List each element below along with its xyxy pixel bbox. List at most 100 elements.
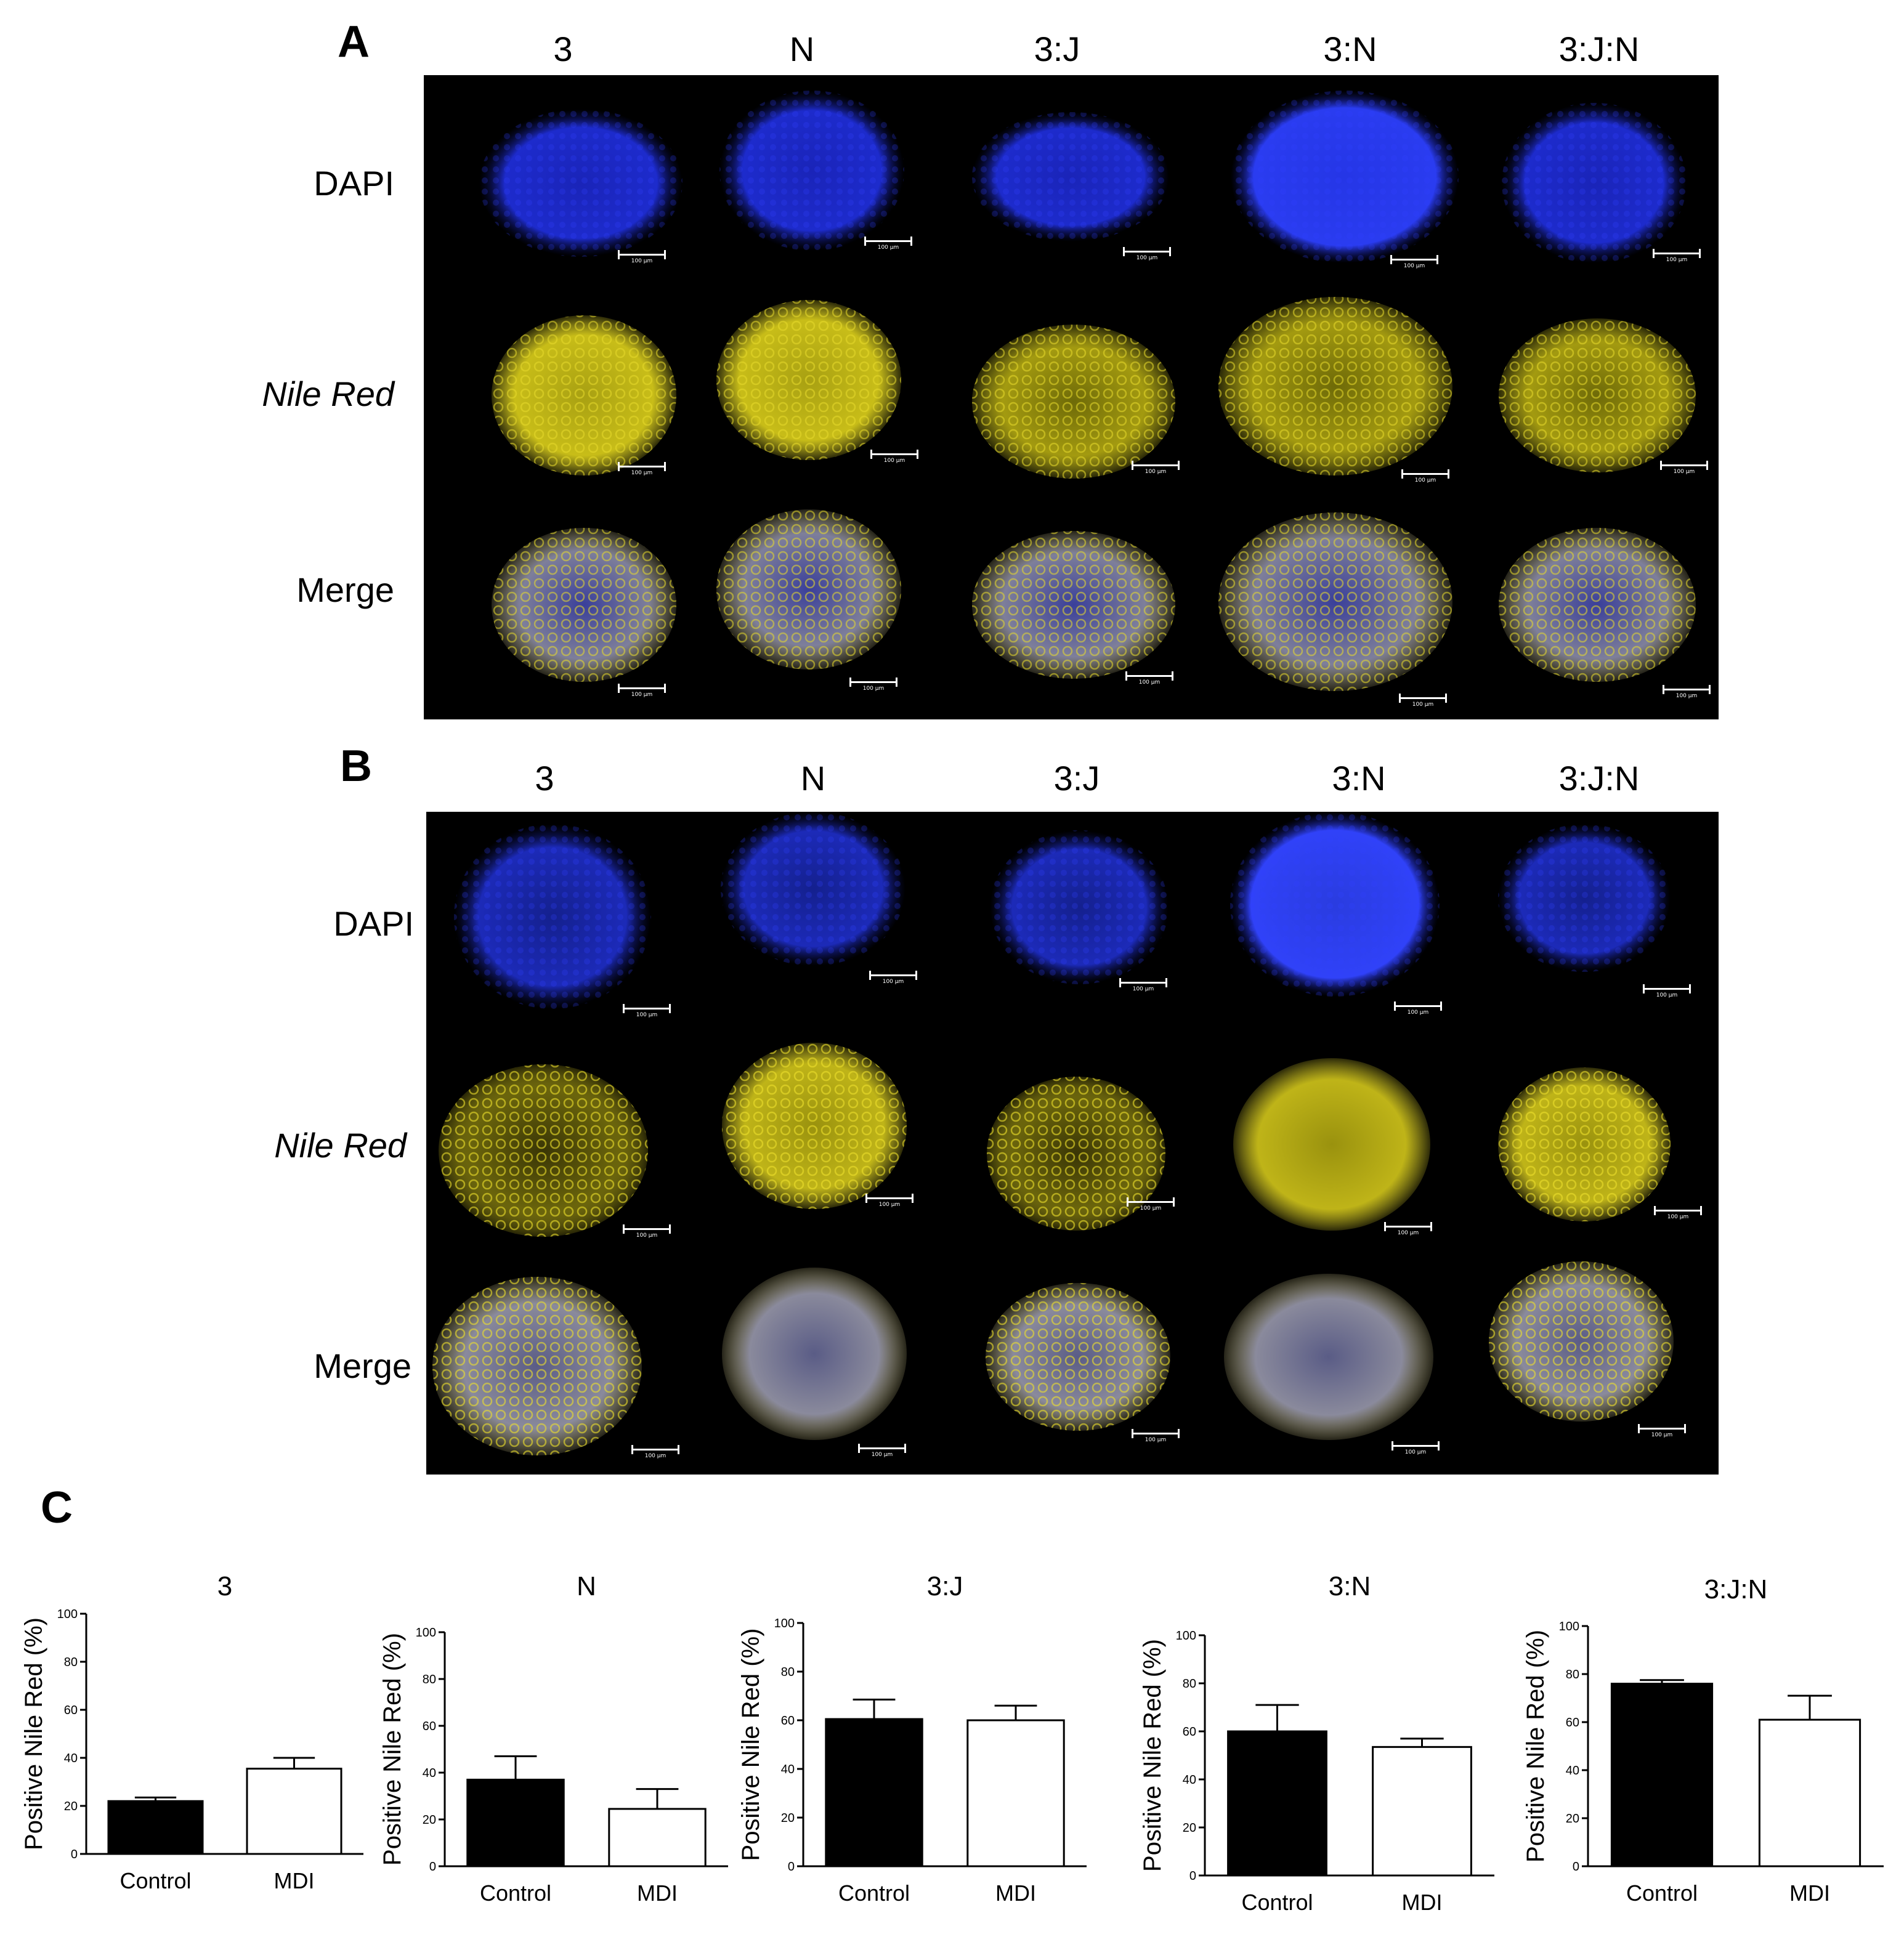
y-tick-label: 60 bbox=[423, 1720, 436, 1733]
panel-a-column-label: 3:J:N bbox=[1558, 30, 1640, 68]
bar-chart-3-j-n: 3:J:N Positive Nile Red (%) 0 20 40 60 80 100 Co… bbox=[1522, 1574, 1884, 1906]
y-tick-label: 80 bbox=[64, 1656, 78, 1669]
scale-bar: 100 µm bbox=[864, 237, 912, 251]
y-tick-label: 80 bbox=[1183, 1677, 1196, 1691]
y-tick-label: 80 bbox=[1566, 1668, 1579, 1681]
y-axis-label: Positive Nile Red (%) bbox=[379, 1633, 406, 1866]
y-tick-label: 60 bbox=[781, 1714, 795, 1728]
panel-b-row-label: Merge bbox=[314, 1346, 411, 1385]
y-tick-label: 0 bbox=[429, 1860, 436, 1874]
panel-b-dapi-row bbox=[454, 812, 1671, 1009]
y-tick-label: 60 bbox=[64, 1704, 78, 1717]
y-tick-label: 80 bbox=[423, 1673, 436, 1686]
y-tick-label: 80 bbox=[781, 1665, 795, 1679]
chart-title: 3:N bbox=[1329, 1571, 1371, 1601]
x-tick-label: MDI bbox=[274, 1868, 315, 1893]
bar bbox=[1227, 1730, 1327, 1877]
panel-b-merge-row bbox=[432, 1261, 1674, 1455]
scale-bar: 100 µm bbox=[1401, 469, 1449, 484]
panel-b-row-label: DAPI bbox=[333, 904, 414, 943]
x-tick-label: MDI bbox=[995, 1880, 1036, 1906]
panel-a-column-label: 3 bbox=[553, 30, 573, 68]
panel-b-column-label: 3:J bbox=[1053, 759, 1100, 798]
panel-b-column-label: 3:N bbox=[1332, 759, 1386, 798]
scale-bar: 100 µm bbox=[858, 1444, 906, 1458]
bar bbox=[608, 1808, 707, 1867]
bar bbox=[107, 1800, 204, 1855]
x-tick-label: Control bbox=[838, 1880, 910, 1906]
panel-a-merge-row bbox=[492, 509, 1696, 691]
scale-bar: 100 µm bbox=[618, 684, 666, 698]
scale-bar: 100 µm bbox=[1125, 671, 1173, 686]
panel-b-column-label: N bbox=[800, 759, 826, 798]
y-tick-label: 60 bbox=[1183, 1725, 1196, 1739]
panel-a-micrograph-grid: 100 µm 100 µm 100 µm 100 µm 100 µm 100 µ… bbox=[424, 75, 1719, 719]
panel-b-column-label: 3 bbox=[535, 759, 554, 798]
scale-bar: 100 µm bbox=[631, 1445, 679, 1459]
scale-bar: 100 µm bbox=[1653, 249, 1701, 263]
chart-title: 3:J:N bbox=[1704, 1574, 1768, 1604]
bar bbox=[825, 1718, 923, 1867]
scale-bar: 100 µm bbox=[1660, 461, 1708, 475]
panel-b-nile-red-row bbox=[439, 1043, 1671, 1237]
scale-bar: 100 µm bbox=[623, 1004, 671, 1018]
x-tick-label: Control bbox=[120, 1868, 191, 1893]
panel-a-row-label: DAPI bbox=[314, 164, 394, 203]
chart-title: N bbox=[577, 1571, 596, 1601]
scale-bar: 100 µm bbox=[870, 450, 918, 464]
y-tick-label: 40 bbox=[781, 1763, 795, 1776]
y-tick-label: 100 bbox=[1559, 1620, 1579, 1633]
y-tick-label: 40 bbox=[1566, 1764, 1579, 1778]
scale-bar: 100 µm bbox=[1399, 694, 1447, 708]
y-tick-label: 20 bbox=[781, 1811, 795, 1825]
y-tick-label: 60 bbox=[1566, 1716, 1579, 1730]
bar bbox=[466, 1778, 565, 1867]
y-tick-label: 20 bbox=[64, 1800, 78, 1813]
y-tick-label: 40 bbox=[1183, 1773, 1196, 1787]
bar-chart-3-n: 3:N Positive Nile Red (%) 0 20 40 60 80 100 Cont… bbox=[1139, 1571, 1494, 1915]
scale-bar: 100 µm bbox=[1132, 461, 1180, 475]
panel-a-nile-red-row bbox=[492, 297, 1696, 479]
panel-b-row-label: Nile Red bbox=[274, 1126, 407, 1165]
scale-bar: 100 µm bbox=[618, 462, 666, 476]
panel-a-column-label: N bbox=[789, 30, 815, 68]
x-tick-label: MDI bbox=[637, 1880, 678, 1906]
y-tick-label: 100 bbox=[1176, 1629, 1196, 1643]
panel-a-row-label: Nile Red bbox=[262, 374, 394, 413]
scale-bar: 100 µm bbox=[865, 1194, 914, 1208]
bar-chart-3-j: 3:J Positive Nile Red (%) 0 20 40 60 80 100 Cont… bbox=[737, 1571, 1087, 1906]
scale-bar: 100 µm bbox=[1654, 1206, 1702, 1220]
scale-bar: 100 µm bbox=[869, 971, 917, 985]
chart-title: 3:J bbox=[927, 1571, 963, 1601]
panel-a-row-label: Merge bbox=[296, 570, 394, 609]
panel-letter-a: A bbox=[338, 17, 370, 67]
y-tick-label: 100 bbox=[416, 1626, 436, 1640]
scale-bar: 100 µm bbox=[1663, 685, 1711, 699]
scale-bar: 100 µm bbox=[623, 1224, 671, 1239]
panel-a-column-label: 3:N bbox=[1323, 30, 1377, 68]
scale-bar: 100 µm bbox=[1127, 1197, 1175, 1212]
chart-title: 3 bbox=[217, 1571, 232, 1601]
bar bbox=[246, 1768, 342, 1855]
x-tick-label: MDI bbox=[1402, 1890, 1443, 1915]
panel-b-micrograph-grid: 100 µm 100 µm 100 µm 100 µm 100 µm 100 µ… bbox=[426, 812, 1719, 1475]
y-tick-label: 40 bbox=[64, 1752, 78, 1765]
scale-bar: 100 µm bbox=[1123, 247, 1171, 261]
scale-bar: 100 µm bbox=[849, 678, 897, 692]
bar bbox=[1610, 1683, 1714, 1867]
y-axis-label: Positive Nile Red (%) bbox=[737, 1629, 764, 1861]
y-tick-label: 0 bbox=[1189, 1869, 1196, 1883]
panel-a-dapi-row bbox=[479, 91, 1687, 263]
y-tick-label: 0 bbox=[1573, 1860, 1579, 1874]
x-tick-label: Control bbox=[1241, 1890, 1313, 1915]
y-axis-label: Positive Nile Red (%) bbox=[1522, 1630, 1549, 1863]
bar bbox=[1758, 1718, 1861, 1867]
scale-bar: 100 µm bbox=[1384, 1222, 1432, 1236]
y-axis-label: Positive Nile Red (%) bbox=[20, 1617, 47, 1850]
y-tick-label: 40 bbox=[423, 1766, 436, 1780]
y-axis-label: Positive Nile Red (%) bbox=[1139, 1639, 1166, 1872]
bar bbox=[1372, 1746, 1472, 1877]
y-tick-label: 20 bbox=[1566, 1812, 1579, 1826]
bar-chart-3: 3 Positive Nile Red (%) 0 20 40 60 80 100 Contro… bbox=[20, 1571, 363, 1893]
x-tick-label: MDI bbox=[1789, 1880, 1830, 1906]
